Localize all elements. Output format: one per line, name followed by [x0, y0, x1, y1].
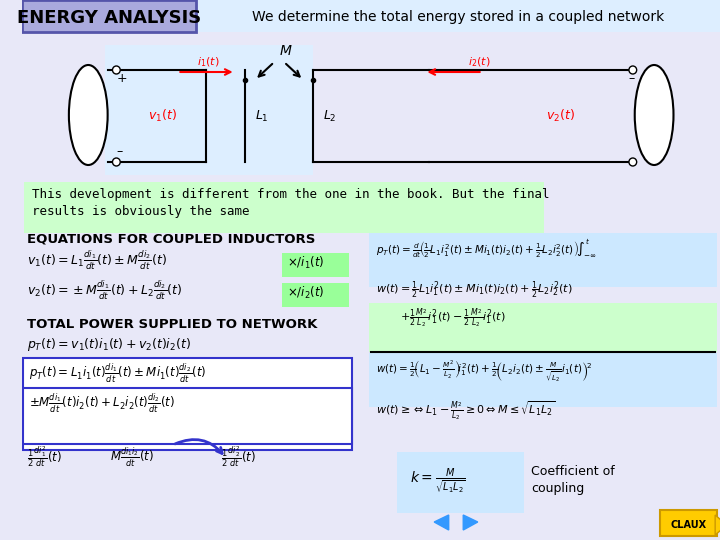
Text: $M$: $M$	[279, 44, 293, 58]
FancyBboxPatch shape	[23, 388, 352, 444]
Polygon shape	[434, 515, 449, 530]
Text: CLAUX: CLAUX	[671, 520, 707, 530]
FancyBboxPatch shape	[22, 0, 720, 540]
FancyBboxPatch shape	[282, 253, 349, 277]
Text: This development is different from the one in the book. But the final: This development is different from the o…	[32, 188, 549, 201]
Text: $i_1(t)$: $i_1(t)$	[197, 55, 220, 69]
Text: $L_2$: $L_2$	[323, 109, 336, 124]
Text: –: –	[117, 145, 122, 158]
Circle shape	[629, 158, 636, 166]
Text: $p_T(t) = v_1(t)i_1(t) + v_2(t)i_2(t)$: $p_T(t) = v_1(t)i_1(t) + v_2(t)i_2(t)$	[27, 336, 192, 353]
Text: Coefficient of: Coefficient of	[531, 465, 615, 478]
Ellipse shape	[69, 65, 108, 165]
Text: $w(t)=\frac{1}{2}\!\left(L_1-\frac{M^2}{L_2}\right)\!i_1^2(t)+\frac{1}{2}\!\left: $w(t)=\frac{1}{2}\!\left(L_1-\frac{M^2}{…	[376, 358, 593, 384]
FancyBboxPatch shape	[195, 0, 720, 32]
Text: $\times / i_2(t)$: $\times / i_2(t)$	[287, 285, 324, 301]
Text: $\frac{1}{2}\frac{di_1^2}{dt}(t)$: $\frac{1}{2}\frac{di_1^2}{dt}(t)$	[27, 444, 63, 469]
Text: $v_2(t)$: $v_2(t)$	[546, 108, 575, 124]
Polygon shape	[463, 515, 478, 530]
Text: $p_T(t)=\frac{d}{dt}\!\left(\frac{1}{2}L_1 i_1^2(t)\pm Mi_1(t)i_2(t)+\frac{1}{2}: $p_T(t)=\frac{d}{dt}\!\left(\frac{1}{2}L…	[376, 238, 597, 259]
Text: $v_1(t) = L_1\frac{di_1}{dt}(t) \pm M\frac{di_2}{dt}(t)$: $v_1(t) = L_1\frac{di_1}{dt}(t) \pm M\fr…	[27, 249, 167, 272]
Text: $M\frac{di_1 i_2}{dt}(t)$: $M\frac{di_1 i_2}{dt}(t)$	[109, 446, 153, 469]
Text: $k=\frac{M}{\sqrt{L_1 L_2}}$: $k=\frac{M}{\sqrt{L_1 L_2}}$	[410, 467, 466, 496]
Text: $p_T(t) = L_1 i_1(t)\frac{di_1}{dt}(t) \pm Mi_1(t)\frac{di_2}{dt}(t)$: $p_T(t) = L_1 i_1(t)\frac{di_1}{dt}(t) \…	[29, 362, 207, 385]
Text: coupling: coupling	[531, 482, 585, 495]
Text: $w(t)\geq\Leftrightarrow L_1-\frac{M^2}{L_2}\geq 0\Leftrightarrow M\leq\sqrt{L_1: $w(t)\geq\Leftrightarrow L_1-\frac{M^2}{…	[376, 400, 555, 422]
Circle shape	[629, 66, 636, 74]
FancyBboxPatch shape	[369, 233, 717, 287]
Text: $+\frac{1}{2}\frac{M^2}{L_2}i_1^2(t)-\frac{1}{2}\frac{M^2}{L_2}i_1^2(t)$: $+\frac{1}{2}\frac{M^2}{L_2}i_1^2(t)-\fr…	[400, 307, 506, 328]
FancyBboxPatch shape	[282, 283, 349, 307]
Text: EQUATIONS FOR COUPLED INDUCTORS: EQUATIONS FOR COUPLED INDUCTORS	[27, 233, 315, 246]
Text: $v_2(t) = \pm M\frac{di_1}{dt}(t) + L_2\frac{di_2}{dt}(t)$: $v_2(t) = \pm M\frac{di_1}{dt}(t) + L_2\…	[27, 279, 182, 302]
Text: $L_1$: $L_1$	[255, 109, 269, 124]
Text: $\pm M\frac{di_1}{dt}(t)i_2(t) + L_2 i_2(t)\frac{di_2}{dt}(t)$: $\pm M\frac{di_1}{dt}(t)i_2(t) + L_2 i_2…	[29, 392, 175, 415]
FancyBboxPatch shape	[660, 510, 717, 536]
Text: We determine the total energy stored in a coupled network: We determine the total energy stored in …	[252, 10, 665, 24]
Text: TOTAL POWER SUPPLIED TO NETWORK: TOTAL POWER SUPPLIED TO NETWORK	[27, 318, 318, 331]
Text: $\frac{1}{2}\frac{di_2^2}{dt}(t)$: $\frac{1}{2}\frac{di_2^2}{dt}(t)$	[221, 444, 256, 469]
Ellipse shape	[635, 65, 673, 165]
Circle shape	[112, 158, 120, 166]
Text: results is obviously the same: results is obviously the same	[32, 205, 250, 218]
Text: $v_1(t)$: $v_1(t)$	[148, 108, 177, 124]
FancyBboxPatch shape	[104, 45, 313, 175]
Text: +: +	[117, 72, 127, 85]
Polygon shape	[715, 515, 720, 535]
Text: $w(t)=\frac{1}{2}L_1 i_1^2(t)\pm Mi_1(t)i_2(t)+\frac{1}{2}L_2 i_2^2(t)$: $w(t)=\frac{1}{2}L_1 i_1^2(t)\pm Mi_1(t)…	[376, 279, 572, 301]
Text: $\times / i_1(t)$: $\times / i_1(t)$	[287, 255, 324, 271]
FancyBboxPatch shape	[24, 182, 544, 233]
FancyBboxPatch shape	[397, 452, 524, 513]
Text: –: –	[628, 72, 634, 85]
Text: ENERGY ANALYSIS: ENERGY ANALYSIS	[17, 9, 202, 27]
FancyBboxPatch shape	[369, 353, 717, 407]
FancyBboxPatch shape	[23, 358, 352, 450]
FancyBboxPatch shape	[22, 0, 196, 32]
Text: $i_2(t)$: $i_2(t)$	[468, 55, 490, 69]
FancyBboxPatch shape	[369, 303, 717, 352]
Circle shape	[112, 66, 120, 74]
